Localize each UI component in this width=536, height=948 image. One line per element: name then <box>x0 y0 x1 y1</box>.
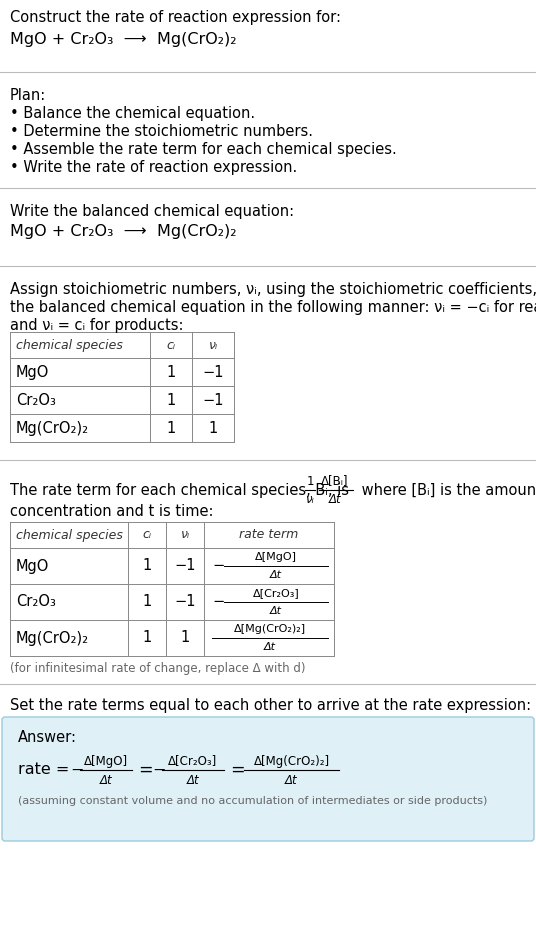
Text: Δt: Δt <box>270 606 282 616</box>
Text: 1: 1 <box>209 421 218 435</box>
Text: Δt: Δt <box>100 774 113 787</box>
Text: Δ[MgO]: Δ[MgO] <box>255 552 297 562</box>
Text: MgO: MgO <box>16 558 49 574</box>
Text: Δ[Cr₂O₃]: Δ[Cr₂O₃] <box>252 588 300 598</box>
Text: −: − <box>212 594 224 610</box>
Text: Δt: Δt <box>329 493 341 505</box>
Text: =: = <box>230 761 244 779</box>
Text: Answer:: Answer: <box>18 730 77 745</box>
Text: −1: −1 <box>202 392 224 408</box>
Text: Δt: Δt <box>270 570 282 580</box>
Text: Mg(CrO₂)₂: Mg(CrO₂)₂ <box>16 421 89 435</box>
Text: Δt: Δt <box>285 774 298 787</box>
Text: Write the balanced chemical equation:: Write the balanced chemical equation: <box>10 204 294 219</box>
Text: MgO + Cr₂O₃  ⟶  Mg(CrO₂)₂: MgO + Cr₂O₃ ⟶ Mg(CrO₂)₂ <box>10 32 236 47</box>
Text: chemical species: chemical species <box>16 338 123 352</box>
Text: and νᵢ = cᵢ for products:: and νᵢ = cᵢ for products: <box>10 318 183 333</box>
Text: rate term: rate term <box>240 528 299 541</box>
Text: • Determine the stoichiometric numbers.: • Determine the stoichiometric numbers. <box>10 124 313 139</box>
Text: −: − <box>212 558 224 574</box>
Text: Construct the rate of reaction expression for:: Construct the rate of reaction expressio… <box>10 10 341 25</box>
Text: νᵢ: νᵢ <box>306 493 315 505</box>
FancyBboxPatch shape <box>2 717 534 841</box>
Text: −: − <box>152 762 166 777</box>
Text: Δt: Δt <box>264 642 276 652</box>
Text: • Write the rate of reaction expression.: • Write the rate of reaction expression. <box>10 160 297 175</box>
Text: Plan:: Plan: <box>10 88 46 103</box>
Text: cᵢ: cᵢ <box>167 338 176 352</box>
Text: Cr₂O₃: Cr₂O₃ <box>16 594 56 610</box>
Text: 1: 1 <box>143 594 152 610</box>
Text: The rate term for each chemical species, Bᵢ, is: The rate term for each chemical species,… <box>10 483 354 498</box>
Text: cᵢ: cᵢ <box>143 528 152 541</box>
Text: −: − <box>70 762 84 777</box>
Text: where [Bᵢ] is the amount: where [Bᵢ] is the amount <box>357 483 536 498</box>
Text: • Assemble the rate term for each chemical species.: • Assemble the rate term for each chemic… <box>10 142 397 157</box>
Text: −1: −1 <box>202 364 224 379</box>
Text: • Balance the chemical equation.: • Balance the chemical equation. <box>10 106 255 121</box>
Text: 1: 1 <box>166 364 176 379</box>
Text: Δt: Δt <box>187 774 199 787</box>
Text: 1: 1 <box>166 392 176 408</box>
Text: νᵢ: νᵢ <box>209 338 218 352</box>
Text: Δ[Bᵢ]: Δ[Bᵢ] <box>321 475 349 487</box>
Text: νᵢ: νᵢ <box>181 528 190 541</box>
Text: 1: 1 <box>143 630 152 646</box>
Text: Cr₂O₃: Cr₂O₃ <box>16 392 56 408</box>
Text: Δ[Mg(CrO₂)₂]: Δ[Mg(CrO₂)₂] <box>254 755 330 768</box>
Text: (for infinitesimal rate of change, replace Δ with d): (for infinitesimal rate of change, repla… <box>10 662 306 675</box>
Text: Mg(CrO₂)₂: Mg(CrO₂)₂ <box>16 630 89 646</box>
Text: 1: 1 <box>181 630 190 646</box>
Text: 1: 1 <box>166 421 176 435</box>
Text: the balanced chemical equation in the following manner: νᵢ = −cᵢ for reactants: the balanced chemical equation in the fo… <box>10 300 536 315</box>
Text: chemical species: chemical species <box>16 528 123 541</box>
Text: MgO + Cr₂O₃  ⟶  Mg(CrO₂)₂: MgO + Cr₂O₃ ⟶ Mg(CrO₂)₂ <box>10 224 236 239</box>
Text: concentration and t is time:: concentration and t is time: <box>10 504 213 519</box>
Text: Set the rate terms equal to each other to arrive at the rate expression:: Set the rate terms equal to each other t… <box>10 698 531 713</box>
Text: 1: 1 <box>306 475 314 487</box>
Text: (assuming constant volume and no accumulation of intermediates or side products): (assuming constant volume and no accumul… <box>18 796 487 806</box>
Text: −1: −1 <box>174 558 196 574</box>
Text: Δ[MgO]: Δ[MgO] <box>84 755 128 768</box>
Text: =: = <box>138 761 153 779</box>
Text: MgO: MgO <box>16 364 49 379</box>
Text: Assign stoichiometric numbers, νᵢ, using the stoichiometric coefficients, cᵢ, fr: Assign stoichiometric numbers, νᵢ, using… <box>10 282 536 297</box>
Text: Δ[Cr₂O₃]: Δ[Cr₂O₃] <box>168 755 218 768</box>
Text: Δ[Mg(CrO₂)₂]: Δ[Mg(CrO₂)₂] <box>234 624 306 634</box>
Text: 1: 1 <box>143 558 152 574</box>
Text: −1: −1 <box>174 594 196 610</box>
Text: rate =: rate = <box>18 762 75 777</box>
